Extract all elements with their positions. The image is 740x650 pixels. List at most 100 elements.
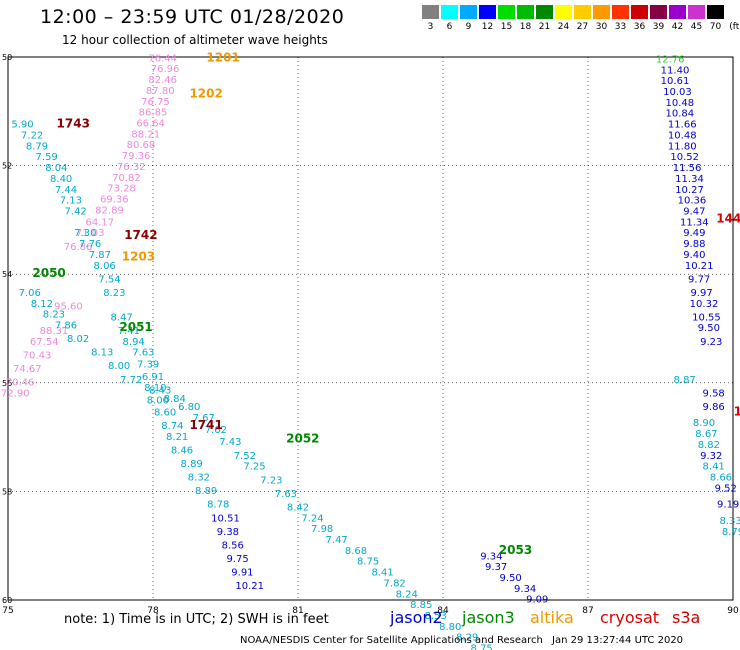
latitude-tick-label: 58	[2, 487, 12, 496]
wave-height-value: 9.75	[226, 554, 248, 565]
longitude-tick-label: 78	[147, 606, 159, 616]
color-swatch	[498, 5, 515, 19]
longitude-tick-label: 81	[292, 606, 303, 616]
wave-height-value: 8.84	[164, 394, 186, 405]
wave-height-value: 8.42	[287, 502, 309, 513]
wave-height-value: 7.72	[120, 375, 142, 386]
wave-height-value: 11.80	[668, 141, 697, 152]
wave-height-value: 9.52	[715, 483, 737, 494]
wave-height-value: 76.32	[117, 162, 146, 173]
wave-height-value: 9.58	[703, 388, 725, 399]
color-swatch-label: 70	[709, 22, 722, 32]
wave-height-value: 7.23	[260, 475, 282, 486]
wave-height-value: 70.43	[23, 350, 52, 361]
color-swatch	[517, 5, 534, 19]
wave-height-value: 7.87	[89, 250, 111, 261]
wave-height-value: 10.52	[670, 152, 699, 163]
map-title: 12:00 – 23:59 UTC 01/28/2020	[40, 6, 345, 28]
color-swatch	[536, 5, 553, 19]
latitude-tick-label: 54	[2, 270, 12, 279]
wave-height-value: 9.91	[231, 568, 253, 579]
wave-height-value: 9.19	[717, 500, 739, 511]
pass-time-label: 1742	[124, 228, 157, 242]
longitude-tick-label: 87	[582, 606, 593, 616]
wave-height-value: 10.21	[685, 261, 714, 272]
color-swatch	[479, 5, 496, 19]
wave-height-value: 10.61	[661, 76, 690, 87]
wave-height-value: 7.54	[98, 274, 120, 285]
wave-height-value: 76.75	[141, 97, 170, 108]
color-swatch-label: 45	[690, 22, 703, 32]
wave-height-value: 8.43	[149, 386, 171, 397]
wave-height-value: 8.89	[195, 486, 217, 497]
wave-height-value: 8.12	[31, 299, 53, 310]
wave-height-value: 79.36	[122, 151, 151, 162]
wave-height-value: 8.60	[154, 407, 176, 418]
wave-height-value: 9.88	[683, 239, 705, 250]
color-swatch-label: 12	[481, 22, 494, 32]
wave-height-value: 11.40	[661, 65, 690, 76]
wave-height-value: 7.41	[118, 326, 140, 337]
color-swatch-label: 36	[633, 22, 646, 32]
wave-height-value: 7.22	[21, 130, 43, 141]
wave-height-value: 8.41	[703, 462, 725, 473]
pass-time-label: 2050	[32, 266, 65, 280]
wave-height-value: 82.89	[95, 205, 124, 216]
wave-height-value: 8.24	[396, 589, 418, 600]
wave-height-value: 11.66	[668, 120, 697, 131]
latitude-tick-label: 60	[2, 596, 12, 605]
wave-height-value: 88.21	[131, 129, 160, 140]
wave-height-value: 6.91	[142, 372, 164, 383]
latitude-tick-label: 56	[2, 379, 12, 388]
map-frame	[7, 56, 734, 601]
wave-height-value: 8.41	[371, 568, 393, 579]
wave-height-value: 8.68	[345, 546, 367, 557]
wave-height-value: 9.47	[683, 206, 705, 217]
wave-height-value: 8.85	[410, 600, 432, 611]
wave-height-value: 7.30	[74, 228, 96, 239]
color-swatch-label: 30	[595, 22, 608, 32]
pass-time-label: 1741	[189, 418, 222, 432]
wave-height-value: 8.33	[719, 516, 740, 527]
wave-height-value: 8.90	[693, 418, 715, 429]
wave-height-value: 72.90	[1, 388, 30, 399]
wave-height-value: 66.64	[136, 119, 165, 130]
wave-height-value: 8.79	[26, 141, 48, 152]
wave-height-value: 8.23	[103, 288, 125, 299]
wave-height-value: 8.78	[207, 500, 229, 511]
wave-height-value: 12.76	[656, 54, 685, 65]
wave-height-value: 7.67	[193, 413, 215, 424]
wave-height-value: 74.67	[13, 364, 42, 375]
wave-height-value: 8.13	[91, 348, 113, 359]
wave-height-value: 8.79	[722, 527, 740, 538]
color-swatch	[441, 5, 458, 19]
wave-height-value: 9.38	[217, 527, 239, 538]
wave-height-value: 6.80	[178, 402, 200, 413]
color-swatch-label: 33	[614, 22, 627, 32]
color-swatch	[593, 5, 610, 19]
wave-height-value: 11.56	[673, 163, 702, 174]
wave-height-value: 7.63	[132, 348, 154, 359]
pass-time-label: 2052	[286, 432, 319, 446]
color-swatch-label: 15	[500, 22, 513, 32]
longitude-tick-label: 84	[437, 606, 449, 616]
wave-height-value: 8.80	[439, 622, 461, 633]
pass-time-label: 1202	[189, 87, 222, 101]
wave-height-value: 95.60	[54, 301, 83, 312]
wave-height-value: 8.29	[456, 633, 478, 644]
legend-jason3: jason3	[462, 608, 515, 627]
wave-height-value: 8.56	[222, 540, 244, 551]
wave-height-value: 9.97	[690, 288, 712, 299]
legend-s3a: s3a	[672, 608, 701, 627]
wave-height-value: 73.28	[107, 184, 136, 195]
latitude-tick-label: 52	[2, 162, 12, 171]
wave-height-value: 7.24	[301, 513, 323, 524]
credit-line: NOAA/NESDIS Center for Satellite Applica…	[240, 635, 543, 646]
wave-height-value: 8.21	[166, 432, 188, 443]
wave-height-value: 10.32	[690, 299, 719, 310]
generation-timestamp: Jan 29 13:27:44 UTC 2020	[552, 635, 684, 646]
map-subtitle: 12 hour collection of altimeter wave hei…	[62, 33, 328, 47]
wave-height-value: 7.39	[137, 360, 159, 371]
color-swatch-label: 24	[557, 22, 570, 32]
wave-height-value: 9.86	[703, 402, 725, 413]
